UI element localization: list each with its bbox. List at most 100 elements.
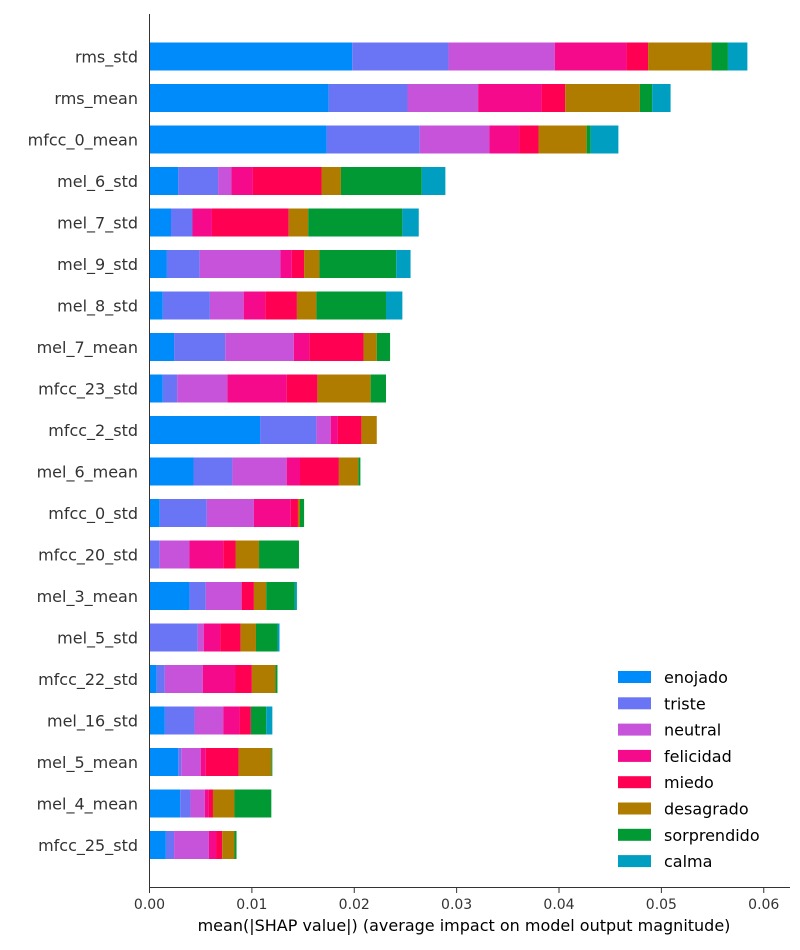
bar-mfcc_0_mean-desagrado: [538, 125, 587, 154]
bar-mel_7_std-triste: [170, 208, 193, 237]
bar-mfcc_20_std-sorprendido: [259, 540, 299, 569]
bar-mfcc_20_std-desagrado: [235, 540, 260, 569]
bar-mel_5_mean-triste: [178, 748, 182, 776]
legend-swatch-enojado: [618, 671, 651, 683]
legend-label: felicidad: [664, 747, 732, 766]
y-tick-label: mel_3_mean: [37, 587, 138, 607]
legend-swatch-calma: [618, 855, 651, 868]
bar-mel_6_mean-miedo: [299, 457, 339, 486]
bar-mel_9_std-desagrado: [304, 250, 320, 278]
bar-mel_6_mean-desagrado: [338, 457, 359, 486]
bar-mel_7_mean-sorprendido: [376, 333, 391, 361]
bar-mel_16_std-neutral: [194, 706, 224, 735]
bar-mel_5_mean-sorprendido: [271, 748, 273, 776]
bar-mel_3_mean-calma: [294, 582, 297, 610]
y-tick-label: mel_4_mean: [37, 795, 138, 815]
bar-mel_8_std-neutral: [209, 291, 244, 320]
bar-mfcc_22_std-neutral: [164, 665, 203, 693]
bar-mfcc_23_std-triste: [162, 374, 178, 403]
bar-mel_8_std-triste: [162, 291, 210, 320]
y-tick-label: mfcc_2_std: [48, 421, 138, 441]
bar-mel_5_std-miedo: [220, 623, 241, 652]
bar-mfcc_25_std-enojado: [149, 831, 166, 859]
bar-mel_3_mean-triste: [189, 582, 206, 610]
bar-mfcc_0_mean-enojado: [149, 125, 327, 154]
bar-mel_8_std-felicidad: [243, 291, 266, 320]
bar-mel_5_std-desagrado: [240, 623, 256, 652]
bar-mel_9_std-felicidad: [280, 250, 292, 278]
x-tick-label: 0.06: [748, 897, 779, 913]
y-tick-label: rms_mean: [54, 89, 138, 109]
bar-mel_5_std-calma: [277, 623, 280, 652]
bar-mel_6_std-enojado: [149, 167, 179, 195]
bar-mel_16_std-sorprendido: [250, 706, 267, 735]
bar-mel_3_mean-enojado: [149, 582, 190, 610]
bar-rms_mean-calma: [652, 84, 671, 112]
bar-mel_8_std-miedo: [265, 291, 297, 320]
bars-layer: [149, 42, 748, 859]
bar-mel_6_std-desagrado: [321, 167, 341, 195]
bar-mel_7_std-desagrado: [288, 208, 309, 237]
bar-mel_6_std-miedo: [252, 167, 322, 195]
y-tick-label: mfcc_23_std: [38, 380, 138, 400]
y-tick-label: mel_16_std: [47, 712, 138, 732]
bar-mfcc_2_std-miedo: [337, 416, 362, 444]
bar-mel_9_std-calma: [396, 250, 411, 278]
bar-mel_4_mean-enojado: [149, 789, 181, 818]
bar-mel_3_mean-neutral: [205, 582, 242, 610]
bar-mel_8_std-calma: [385, 291, 403, 320]
bar-mfcc_0_mean-calma: [590, 125, 619, 154]
bar-mfcc_23_std-neutral: [177, 374, 228, 403]
x-tick-label: 0.01: [236, 897, 267, 913]
bar-mel_4_mean-miedo: [208, 789, 213, 818]
bar-mel_7_mean-neutral: [225, 333, 294, 361]
bar-mfcc_0_std-enojado: [149, 499, 160, 527]
bar-mfcc_20_std-neutral: [159, 540, 190, 569]
bar-mfcc_22_std-triste: [156, 665, 165, 693]
bar-mel_5_mean-neutral: [181, 748, 201, 776]
y-tick-label: mel_9_std: [57, 255, 138, 275]
y-tick-label: mel_5_std: [57, 629, 138, 649]
bar-mel_4_mean-desagrado: [212, 789, 235, 818]
bar-mfcc_23_std-enojado: [149, 374, 163, 403]
y-tick-label: rms_std: [75, 48, 138, 68]
bar-mfcc_22_std-miedo: [235, 665, 252, 693]
bar-rms_std-miedo: [626, 42, 649, 71]
bar-mel_3_mean-desagrado: [253, 582, 267, 610]
bar-mfcc_25_std-neutral: [174, 831, 209, 859]
x-tick-label: 0.00: [134, 897, 165, 913]
bar-mfcc_0_mean-felicidad: [489, 125, 520, 154]
bar-mfcc_0_std-sorprendido: [299, 499, 305, 527]
bar-mfcc_23_std-miedo: [286, 374, 318, 403]
bar-mel_16_std-triste: [164, 706, 195, 735]
bar-mel_7_mean-triste: [174, 333, 226, 361]
bar-mel_16_std-felicidad: [223, 706, 240, 735]
legend-label: neutral: [664, 721, 721, 740]
bar-mfcc_22_std-enojado: [149, 665, 157, 693]
bar-mel_9_std-miedo: [291, 250, 305, 278]
bar-mel_4_mean-sorprendido: [234, 789, 272, 818]
bar-mfcc_25_std-felicidad: [208, 831, 217, 859]
bar-rms_mean-triste: [328, 84, 408, 112]
bar-mel_5_std-sorprendido: [255, 623, 278, 652]
bar-mel_6_mean-enojado: [149, 457, 194, 486]
bar-rms_mean-desagrado: [565, 84, 640, 112]
bar-rms_mean-miedo: [541, 84, 566, 112]
bar-mel_16_std-miedo: [239, 706, 251, 735]
bar-rms_std-enojado: [149, 42, 353, 71]
bar-mfcc_0_mean-triste: [326, 125, 420, 154]
legend-label: enojado: [664, 668, 728, 687]
legend-swatch-neutral: [618, 723, 651, 736]
bar-mfcc_23_std-desagrado: [317, 374, 371, 403]
bar-mel_6_std-neutral: [218, 167, 232, 195]
legend-label: sorprendido: [664, 826, 760, 845]
bar-mfcc_20_std-miedo: [223, 540, 236, 569]
legend-label: calma: [664, 852, 712, 871]
bar-rms_std-desagrado: [648, 42, 712, 71]
bar-mfcc_0_std-miedo: [290, 499, 298, 527]
legend-label: miedo: [664, 773, 714, 792]
bar-mel_5_mean-felicidad: [200, 748, 206, 776]
bar-mel_8_std-enojado: [149, 291, 163, 320]
y-tick-label: mfcc_0_std: [48, 504, 138, 524]
y-tick-label: mel_5_mean: [37, 753, 138, 773]
